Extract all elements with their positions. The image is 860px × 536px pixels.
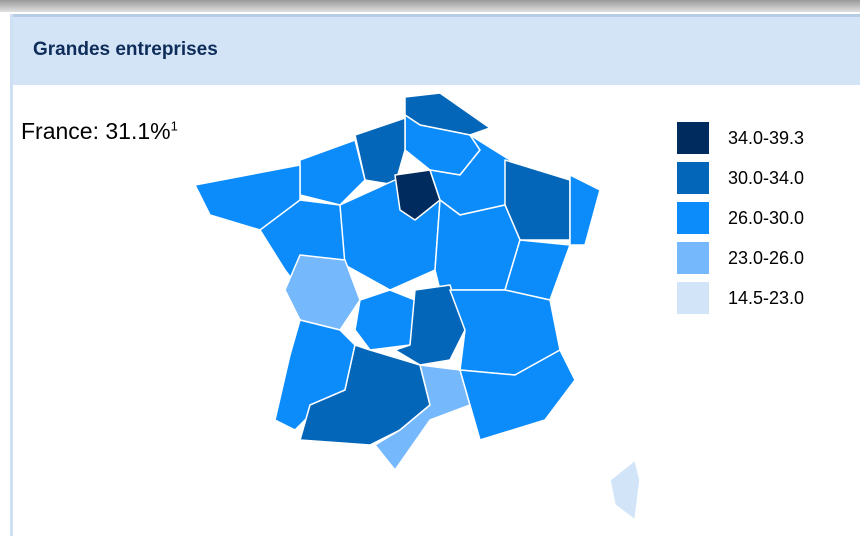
region	[434, 199, 521, 291]
panel-header: Grandes entreprises	[13, 14, 860, 85]
legend-label: 23.0-26.0	[728, 248, 804, 268]
legend-swatch	[677, 162, 709, 194]
panel: Grandes entreprises France: 31.1%1	[10, 14, 860, 536]
national-value: France: 31.1%1	[21, 118, 178, 145]
legend-swatch	[677, 202, 709, 234]
legend-label: 26.0-30.0	[728, 208, 804, 228]
legend-swatch	[677, 122, 709, 154]
legend-label: 34.0-39.3	[728, 128, 804, 148]
panel-title: Grandes entreprises	[33, 39, 218, 60]
regions	[194, 92, 641, 521]
legend-label: 30.0-34.0	[728, 168, 804, 188]
region	[459, 349, 576, 441]
region	[609, 459, 641, 521]
region	[394, 169, 441, 221]
region	[299, 344, 431, 446]
region	[299, 139, 366, 206]
legend-swatch	[677, 282, 709, 314]
legend: 34.0-39.3 30.0-34.0 26.0-30.0 23.0-26.0 14.5…	[677, 122, 804, 314]
legend-label: 14.5-23.0	[728, 288, 804, 308]
footnote-mark: 1	[170, 118, 178, 134]
national-label: France: 31.1%	[21, 118, 171, 144]
top-bar	[0, 0, 860, 12]
region	[569, 174, 601, 246]
region	[354, 289, 416, 351]
legend-swatch	[677, 242, 709, 274]
region	[504, 159, 571, 241]
